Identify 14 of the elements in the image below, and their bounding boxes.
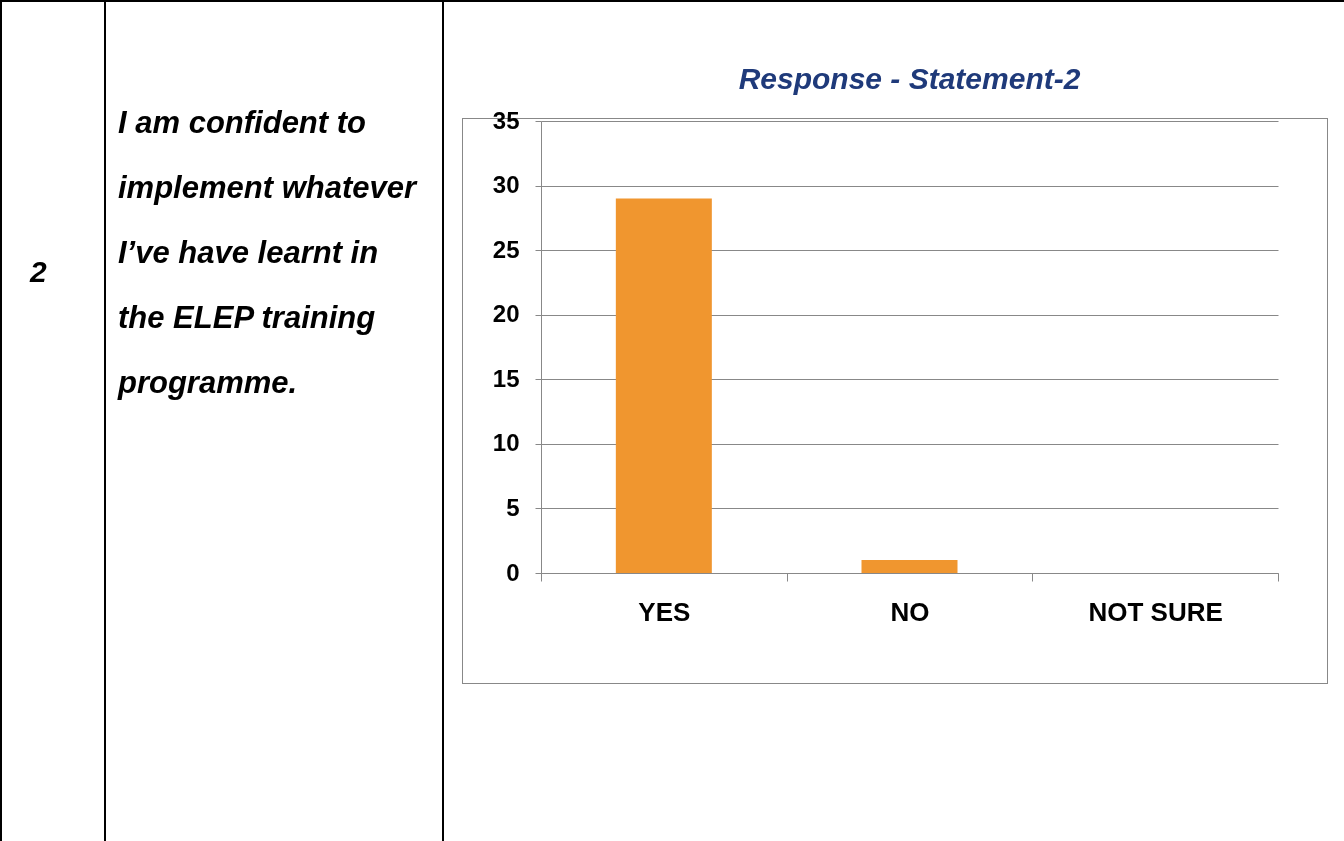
y-tick-label: 20 [492, 300, 520, 328]
x-tick-label: NOT SURE [1088, 596, 1223, 627]
text: I am confident to implement whatever I’ve have learnt in the ELEP training programme. [118, 104, 418, 402]
y-tick-label: 5 [506, 493, 520, 521]
y-tick-label: 30 [492, 171, 520, 199]
y-tick-label: 10 [492, 429, 520, 457]
chart-title: Response - Statement-2 [738, 62, 1081, 95]
x-tick-label: NO [890, 596, 930, 627]
text: 2 [30, 255, 47, 289]
x-tick-label: YES [638, 596, 691, 627]
y-tick-label: 0 [506, 558, 520, 586]
y-tick-label: 35 [492, 106, 520, 134]
y-tick-label: 15 [492, 364, 520, 392]
y-tick-label: 25 [492, 235, 520, 263]
